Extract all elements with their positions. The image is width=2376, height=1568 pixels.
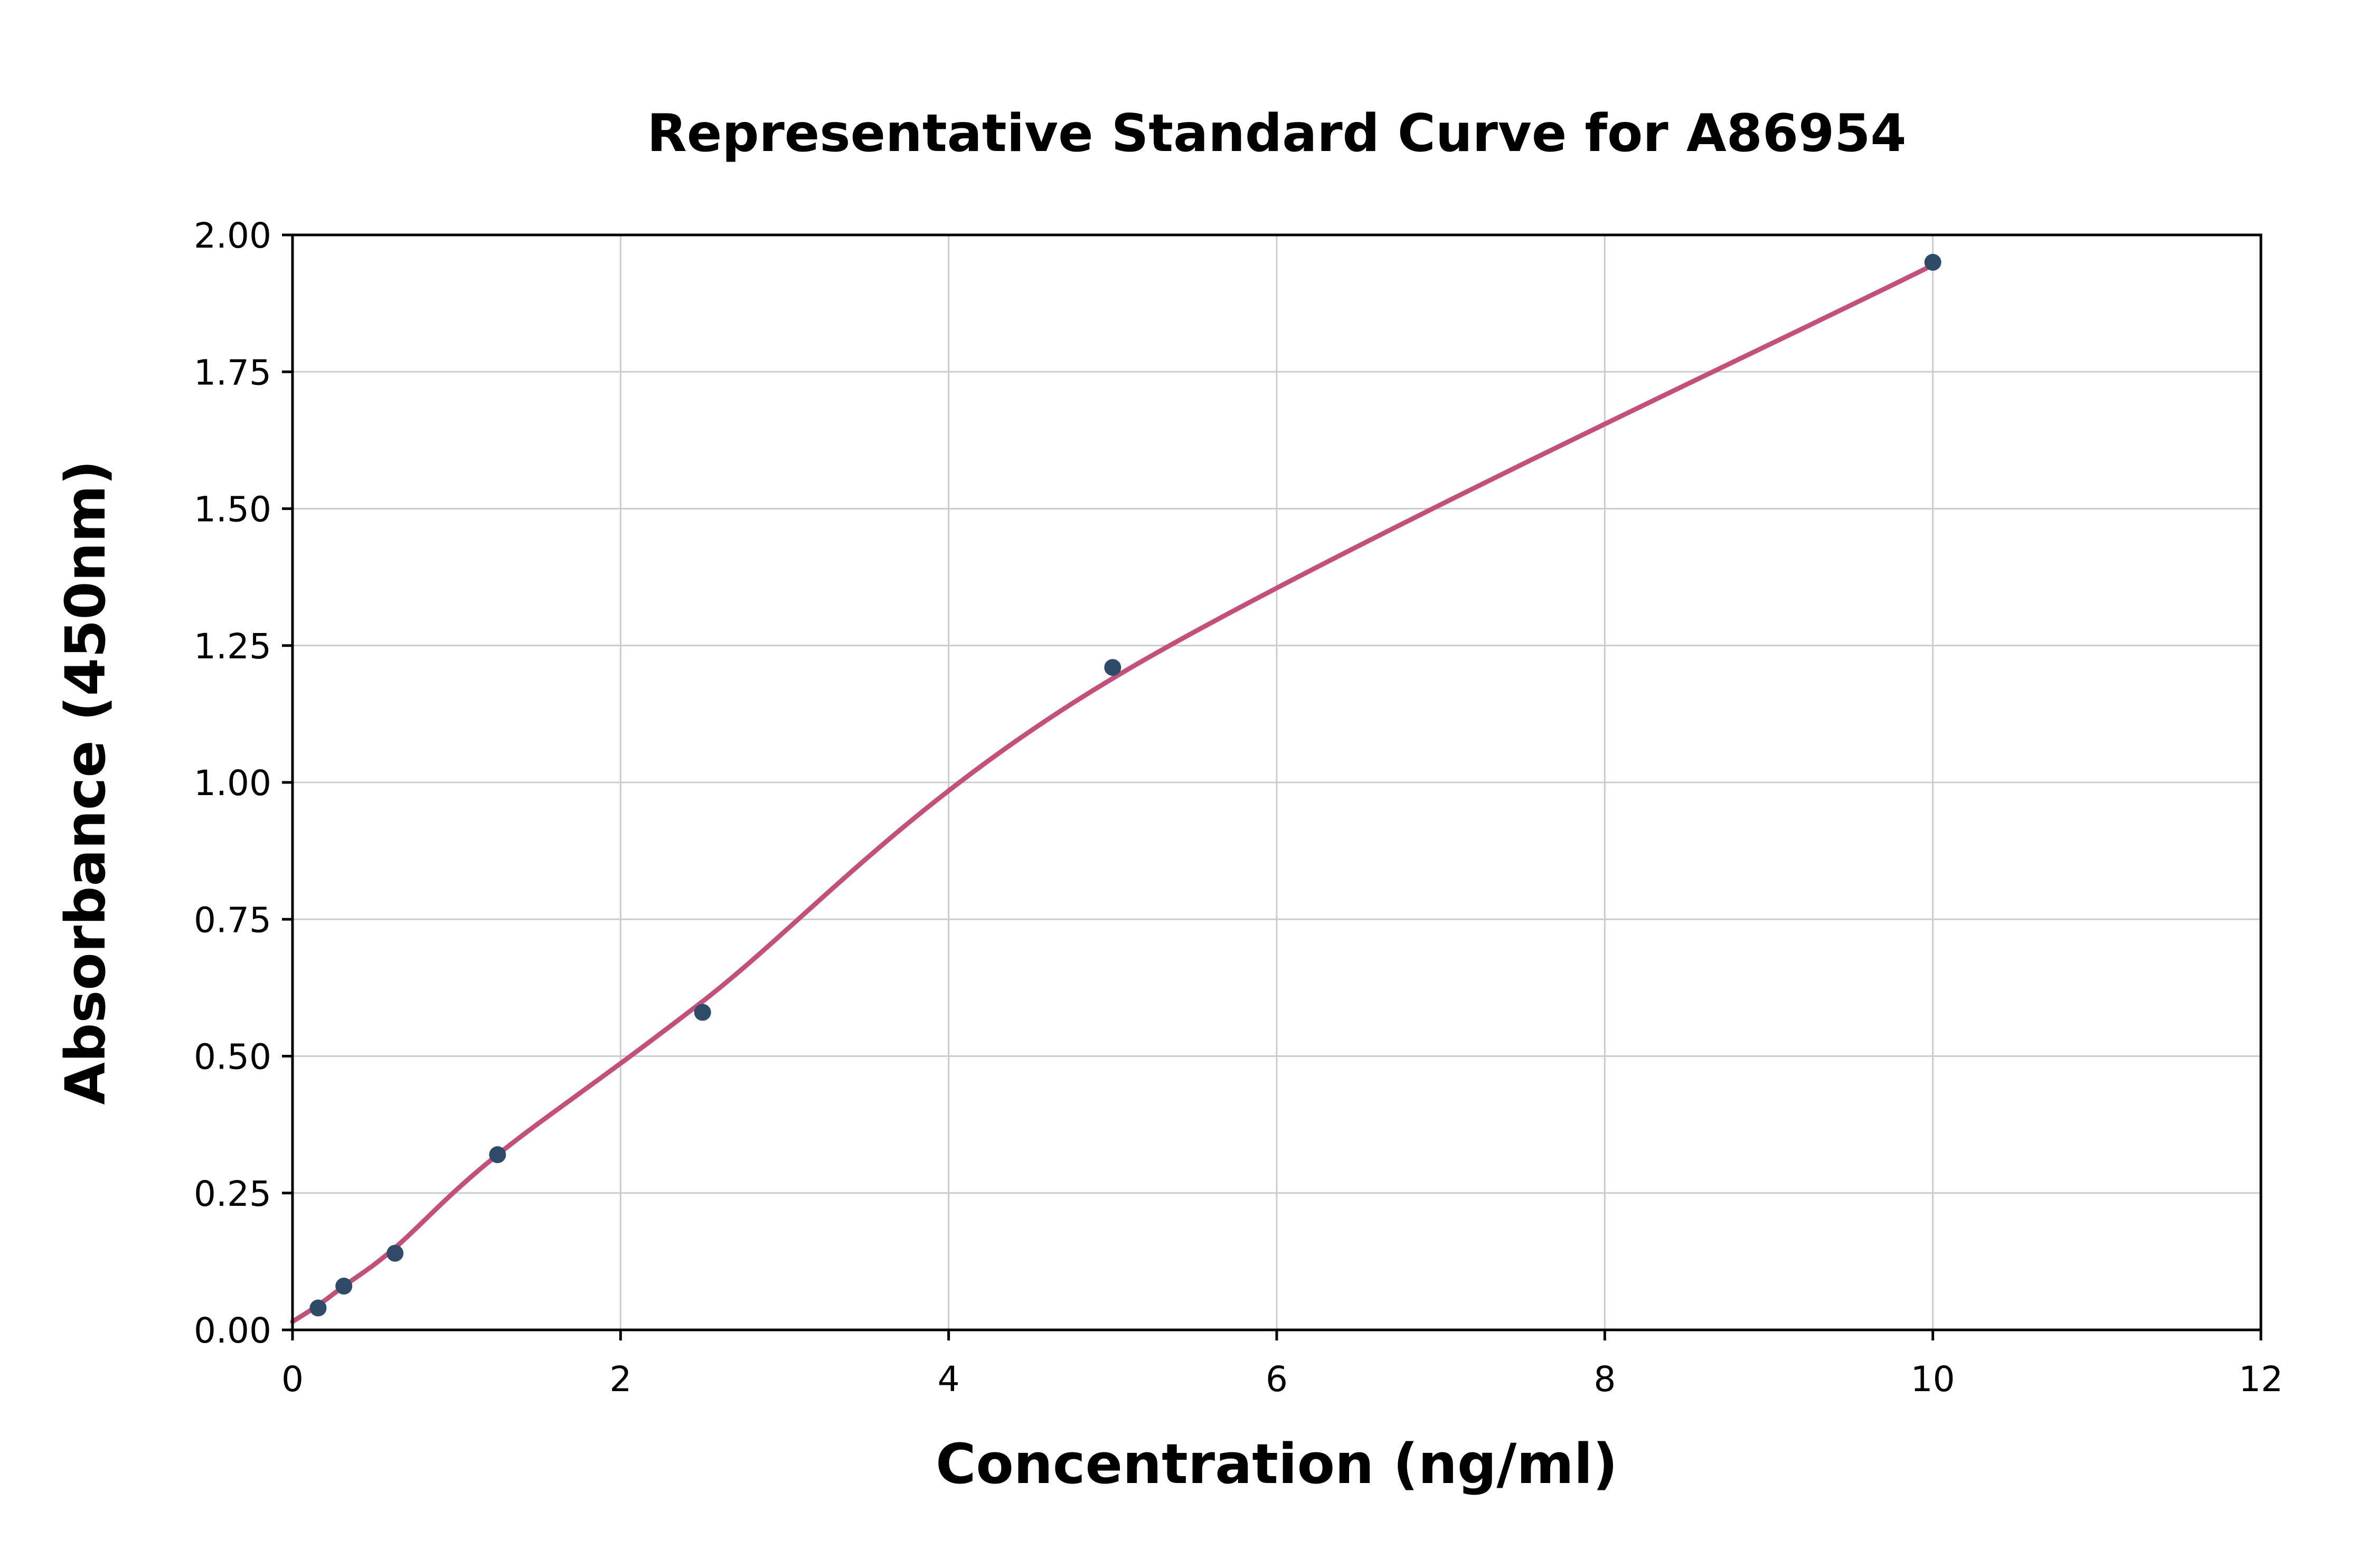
x-tick-label: 4 <box>938 1359 960 1400</box>
data-point <box>1104 659 1121 676</box>
y-tick-label: 0.00 <box>194 1310 271 1351</box>
y-tick-label: 0.25 <box>194 1174 271 1214</box>
data-point <box>694 1004 711 1021</box>
data-point <box>1924 253 1941 271</box>
x-tick-label: 6 <box>1266 1359 1288 1400</box>
data-point <box>386 1244 404 1262</box>
y-tick-label: 1.75 <box>194 352 271 393</box>
x-tick-label: 10 <box>1911 1359 1955 1400</box>
x-tick-label: 8 <box>1594 1359 1616 1400</box>
x-tick-label: 12 <box>2239 1359 2283 1400</box>
data-point <box>489 1146 506 1164</box>
data-point <box>335 1278 353 1295</box>
y-tick-label: 1.00 <box>194 763 271 804</box>
chart-title: Representative Standard Curve for A86954 <box>647 103 1907 164</box>
y-tick-label: 0.50 <box>194 1037 271 1078</box>
x-axis-label: Concentration (ng/ml) <box>936 1432 1618 1496</box>
y-tick-label: 2.00 <box>194 215 271 256</box>
y-tick-label: 0.75 <box>194 900 271 940</box>
y-tick-label: 1.25 <box>194 626 271 667</box>
x-tick-label: 0 <box>281 1359 304 1400</box>
y-tick-label: 1.50 <box>194 489 271 530</box>
x-tick-label: 2 <box>609 1359 631 1400</box>
data-point <box>309 1299 327 1317</box>
fit-curve <box>290 262 1936 1324</box>
